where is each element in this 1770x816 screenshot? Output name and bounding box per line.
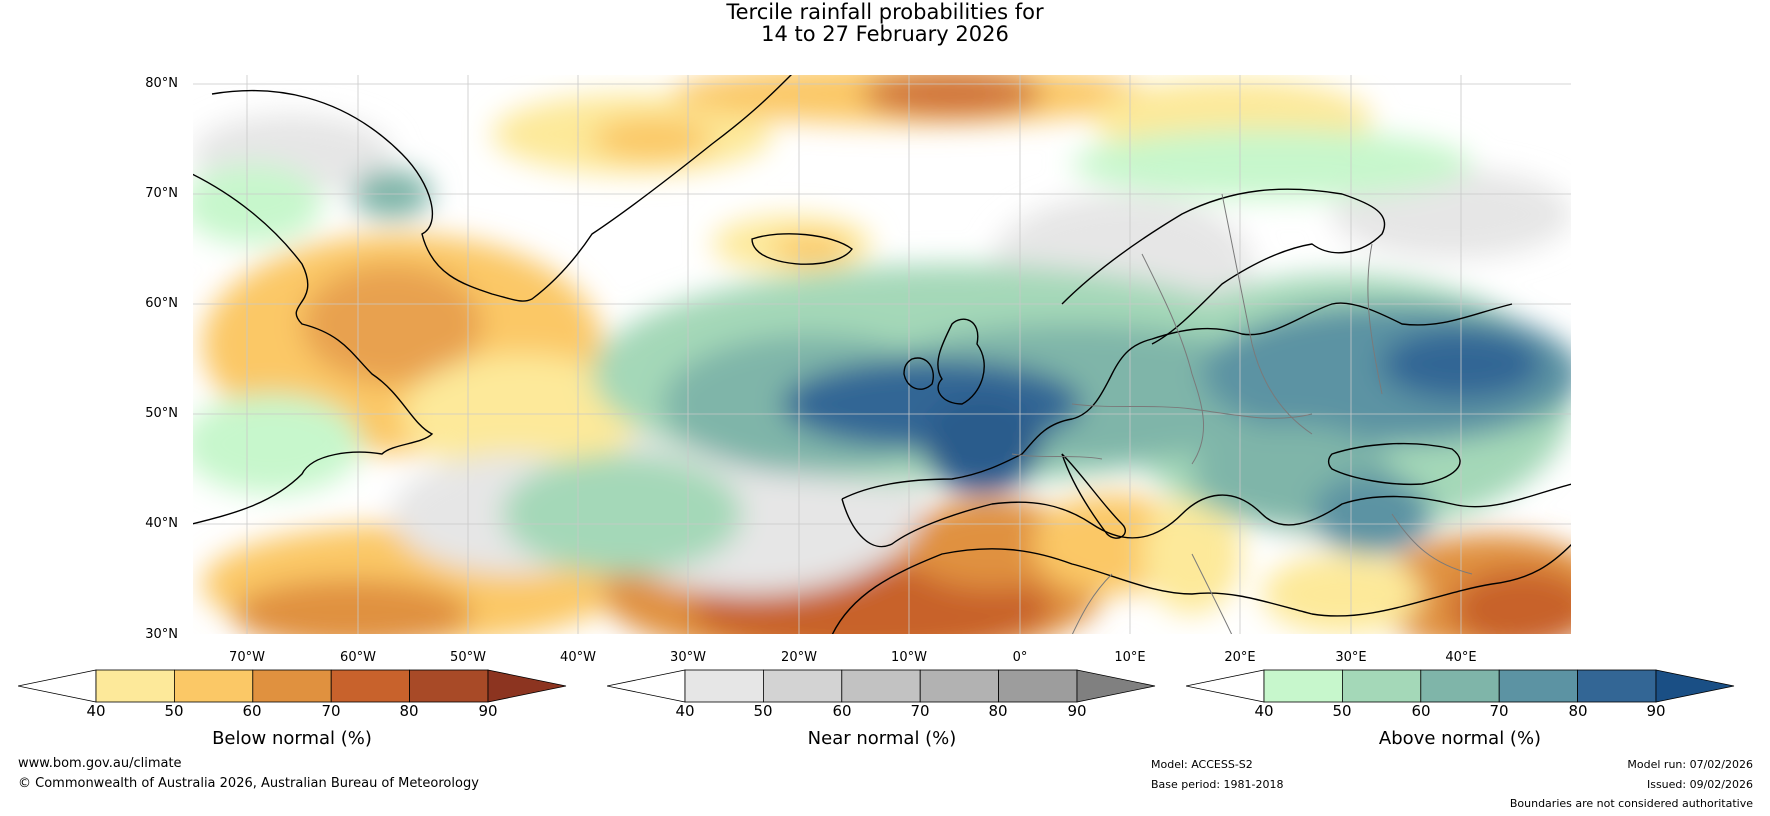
colorbar-segment bbox=[409, 669, 489, 703]
colorbar-extend-low bbox=[18, 669, 97, 703]
footer-model-run: Model run: 07/02/2026 bbox=[1627, 758, 1753, 771]
map-title-line2: 14 to 27 February 2026 bbox=[761, 22, 1009, 46]
lat-label-60n: 60°N bbox=[145, 296, 178, 311]
lon-label-10e: 10°E bbox=[1114, 650, 1146, 665]
greenland-coast bbox=[211, 74, 793, 302]
ireland-coast bbox=[903, 357, 934, 390]
footer-disclaimer: Boundaries are not considered authoritat… bbox=[1509, 797, 1753, 810]
colorbar-segment bbox=[1263, 669, 1343, 703]
colorbar-segment bbox=[841, 669, 921, 703]
colorbar-near-label: Near normal (%) bbox=[807, 728, 957, 749]
colorbar-segment bbox=[762, 669, 843, 703]
colorbar-segment bbox=[1498, 669, 1579, 703]
lon-label-10w: 10°W bbox=[891, 650, 927, 665]
colorbar-segment bbox=[173, 669, 254, 703]
north-africa-coast bbox=[831, 543, 1572, 635]
near-tick: 40 bbox=[675, 702, 695, 720]
colorbar-extend-low bbox=[607, 669, 686, 703]
above-tick: 90 bbox=[1646, 702, 1666, 720]
colorbar-segment bbox=[1420, 669, 1500, 703]
footer-issued: Issued: 09/02/2026 bbox=[1646, 778, 1753, 791]
below-tick: 70 bbox=[321, 702, 341, 720]
black-sea-coast bbox=[1327, 442, 1461, 486]
scandinavia-coast bbox=[1061, 188, 1386, 345]
footer-model: Model: ACCESS-S2 bbox=[1151, 758, 1253, 771]
below-tick: 50 bbox=[164, 702, 184, 720]
colorbar-near-normal bbox=[607, 669, 1156, 703]
canada-coast bbox=[192, 173, 434, 525]
lat-label-70n: 70°N bbox=[145, 186, 178, 201]
country-boundaries bbox=[1011, 193, 1473, 635]
colorbar-segment bbox=[919, 669, 1000, 703]
footer-base-period: Base period: 1981-2018 bbox=[1151, 778, 1284, 791]
europe-coast bbox=[841, 302, 1513, 500]
near-tick: 70 bbox=[910, 702, 930, 720]
colorbar-below-label: Below normal (%) bbox=[212, 728, 372, 749]
below-tick: 90 bbox=[478, 702, 498, 720]
lon-label-30e: 30°E bbox=[1335, 650, 1367, 665]
lat-label-40n: 40°N bbox=[145, 516, 178, 531]
lon-label-70w: 70°W bbox=[229, 650, 265, 665]
footer-website: www.bom.gov.au/climate bbox=[18, 756, 182, 771]
lat-label-50n: 50°N bbox=[145, 406, 178, 421]
colorbar-above-normal bbox=[1186, 669, 1735, 703]
italy-coast bbox=[1061, 453, 1126, 539]
map-frame bbox=[192, 74, 1572, 635]
map-title-line1: Tercile rainfall probabilities for bbox=[726, 0, 1044, 24]
colorbar-below-normal bbox=[18, 669, 567, 703]
lat-label-30n: 30°N bbox=[145, 627, 178, 642]
lon-label-40w: 40°W bbox=[560, 650, 596, 665]
colorbar-segment bbox=[252, 669, 332, 703]
above-tick: 60 bbox=[1411, 702, 1431, 720]
above-tick: 70 bbox=[1489, 702, 1509, 720]
coastlines bbox=[192, 74, 1572, 635]
lon-label-40e: 40°E bbox=[1445, 650, 1477, 665]
near-tick: 80 bbox=[988, 702, 1008, 720]
colorbar-segment bbox=[684, 669, 764, 703]
graticule bbox=[192, 74, 1572, 635]
colorbar-segment bbox=[1577, 669, 1657, 703]
lon-label-20e: 20°E bbox=[1224, 650, 1256, 665]
colorbar-segment bbox=[95, 669, 175, 703]
above-tick: 50 bbox=[1332, 702, 1352, 720]
lon-label-60w: 60°W bbox=[340, 650, 376, 665]
colorbar-extend-high bbox=[1655, 669, 1735, 703]
probability-map bbox=[192, 74, 1572, 635]
colorbar-extend-low bbox=[1186, 669, 1265, 703]
britain-coast bbox=[937, 318, 985, 405]
colorbar-extend-high bbox=[487, 669, 567, 703]
colorbar-segment bbox=[330, 669, 411, 703]
lon-label-20w: 20°W bbox=[781, 650, 817, 665]
footer-copyright: © Commonwealth of Australia 2026, Austra… bbox=[18, 776, 479, 791]
near-tick: 90 bbox=[1067, 702, 1087, 720]
near-tick: 60 bbox=[832, 702, 852, 720]
below-tick: 40 bbox=[86, 702, 106, 720]
colorbar-segment bbox=[998, 669, 1078, 703]
above-tick: 40 bbox=[1254, 702, 1274, 720]
probability-fields bbox=[192, 74, 1572, 635]
mediterranean-coast bbox=[841, 483, 1572, 548]
lon-label-30w: 30°W bbox=[670, 650, 706, 665]
iceland-coast bbox=[751, 233, 853, 265]
below-tick: 60 bbox=[242, 702, 262, 720]
above-tick: 80 bbox=[1568, 702, 1588, 720]
colorbar-above-label: Above normal (%) bbox=[1378, 728, 1542, 749]
lon-label-50w: 50°W bbox=[450, 650, 486, 665]
below-tick: 80 bbox=[399, 702, 419, 720]
near-tick: 50 bbox=[753, 702, 773, 720]
lat-label-80n: 80°N bbox=[145, 76, 178, 91]
colorbar-extend-high bbox=[1076, 669, 1156, 703]
lon-label-0: 0° bbox=[1012, 650, 1028, 665]
colorbar-segment bbox=[1341, 669, 1422, 703]
